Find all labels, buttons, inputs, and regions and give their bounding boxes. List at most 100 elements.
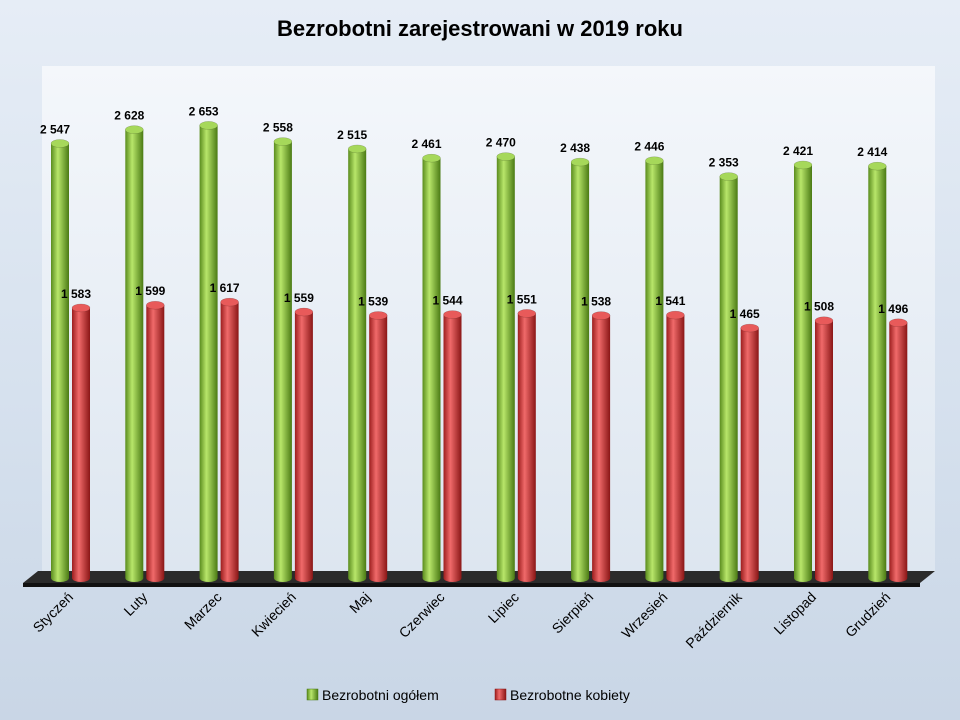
bar-total-9 <box>719 172 738 583</box>
bar-cap-total-7 <box>570 157 590 167</box>
bar-total-7 <box>570 157 590 582</box>
bar-women-10 <box>814 316 834 582</box>
bar-cap-women-9 <box>740 323 759 333</box>
legend-label-total: Bezrobotni ogółem <box>322 687 439 703</box>
bar-cap-women-6 <box>517 309 537 318</box>
bar-cap-women-0 <box>71 303 91 313</box>
bar-cap-total-8 <box>645 156 664 165</box>
bar-women-5 <box>443 310 462 582</box>
bar-cap-total-5 <box>422 153 441 163</box>
bar-body-women-6 <box>517 313 536 582</box>
category-label-1: Luty <box>120 589 150 619</box>
bar-body-total-9 <box>719 176 738 583</box>
bar-women-8 <box>666 310 685 582</box>
bar-cap-total-0 <box>50 139 70 148</box>
value-label-total-2: 2 653 <box>189 104 219 118</box>
category-label-6: Lipiec <box>485 589 522 626</box>
bar-body-women-7 <box>592 315 611 582</box>
bar-total-4 <box>347 144 367 583</box>
value-label-total-3: 2 558 <box>263 121 293 135</box>
plot-floor <box>23 571 935 583</box>
category-labels-layer: Styczeń Luty Marzec Kwiecień Maj Czerwiec Lipi… <box>30 588 894 651</box>
legend-swatch-women <box>494 688 507 701</box>
bar-women-7 <box>591 311 611 582</box>
category-label-0: Styczeń <box>30 589 77 636</box>
bar-cap-women-8 <box>666 310 685 320</box>
category-label-4: Maj <box>346 589 373 616</box>
bar-body-women-0 <box>72 307 90 582</box>
category-label-10: Listopad <box>770 589 819 638</box>
bar-body-total-3 <box>273 141 292 582</box>
value-label-women-3: 1 559 <box>284 291 314 305</box>
bar-total-5 <box>422 153 441 583</box>
value-label-women-7: 1 538 <box>581 295 611 309</box>
bar-cap-women-11 <box>889 318 908 328</box>
value-label-total-1: 2 628 <box>114 109 144 123</box>
bar-body-women-9 <box>740 328 759 582</box>
value-label-women-1: 1 599 <box>135 284 165 298</box>
bar-total-11 <box>868 161 887 582</box>
bar-cap-total-1 <box>125 125 144 134</box>
bar-women-9 <box>740 323 759 582</box>
legend-item-women: Bezrobotne kobiety <box>494 687 630 703</box>
bar-body-women-1 <box>146 305 165 582</box>
bar-body-women-3 <box>294 312 313 582</box>
bar-women-11 <box>889 318 908 582</box>
bars-layer <box>50 121 908 583</box>
category-label-5: Czerwiec <box>396 589 448 641</box>
bar-cap-women-7 <box>591 311 611 320</box>
value-label-women-8: 1 541 <box>655 294 685 308</box>
value-label-women-11: 1 496 <box>878 302 908 316</box>
bar-body-total-0 <box>51 143 69 582</box>
bar-body-women-4 <box>369 315 388 582</box>
category-label-9: Październik <box>682 588 745 651</box>
bar-cap-women-3 <box>294 307 314 317</box>
bar-body-total-2 <box>199 125 218 583</box>
chart-title: Bezrobotni zarejestrowani w 2019 roku <box>277 16 683 41</box>
legend-item-total: Bezrobotni ogółem <box>306 687 439 703</box>
bar-women-2 <box>220 297 239 582</box>
value-label-total-10: 2 421 <box>783 144 813 158</box>
category-label-2: Marzec <box>181 589 225 633</box>
bar-body-women-5 <box>443 314 462 582</box>
bar-cap-total-10 <box>793 160 813 170</box>
bar-cap-women-1 <box>146 300 165 310</box>
value-label-total-9: 2 353 <box>709 156 739 170</box>
bar-body-total-8 <box>645 160 664 582</box>
value-label-total-6: 2 470 <box>486 136 516 150</box>
bar-cap-women-5 <box>443 310 462 319</box>
value-label-total-7: 2 438 <box>560 141 590 155</box>
legend-label-women: Bezrobotne kobiety <box>510 687 630 703</box>
bar-women-3 <box>294 307 314 582</box>
value-label-total-8: 2 446 <box>634 140 664 154</box>
bar-total-6 <box>496 152 516 583</box>
bar-body-total-1 <box>125 129 144 582</box>
bar-total-10 <box>793 160 813 582</box>
value-label-total-5: 2 461 <box>411 137 441 151</box>
plot-floor-edge <box>23 583 920 587</box>
bar-body-total-11 <box>868 166 887 582</box>
value-label-women-10: 1 508 <box>804 300 834 314</box>
bar-total-8 <box>645 156 664 582</box>
bar-women-1 <box>146 300 165 582</box>
bar-women-0 <box>71 303 91 582</box>
value-label-women-9: 1 465 <box>730 307 760 321</box>
bar-women-4 <box>368 311 388 582</box>
plot-back-wall <box>42 66 935 572</box>
value-label-women-6: 1 551 <box>507 292 537 306</box>
legend: Bezrobotni ogółem Bezrobotne kobiety <box>306 687 630 703</box>
legend-swatch-total <box>306 688 319 701</box>
bar-total-3 <box>273 137 293 582</box>
bar-cap-total-9 <box>719 172 738 181</box>
bar-cap-total-3 <box>273 137 293 146</box>
value-label-total-4: 2 515 <box>337 128 367 142</box>
bar-body-women-11 <box>889 322 908 582</box>
bar-cap-total-6 <box>496 152 516 161</box>
value-label-total-11: 2 414 <box>857 145 887 159</box>
bar-cap-total-2 <box>199 121 218 130</box>
bar-total-2 <box>199 121 218 583</box>
bar-cap-women-10 <box>814 316 834 325</box>
bar-body-total-5 <box>422 158 441 583</box>
bar-cap-total-4 <box>347 144 367 154</box>
